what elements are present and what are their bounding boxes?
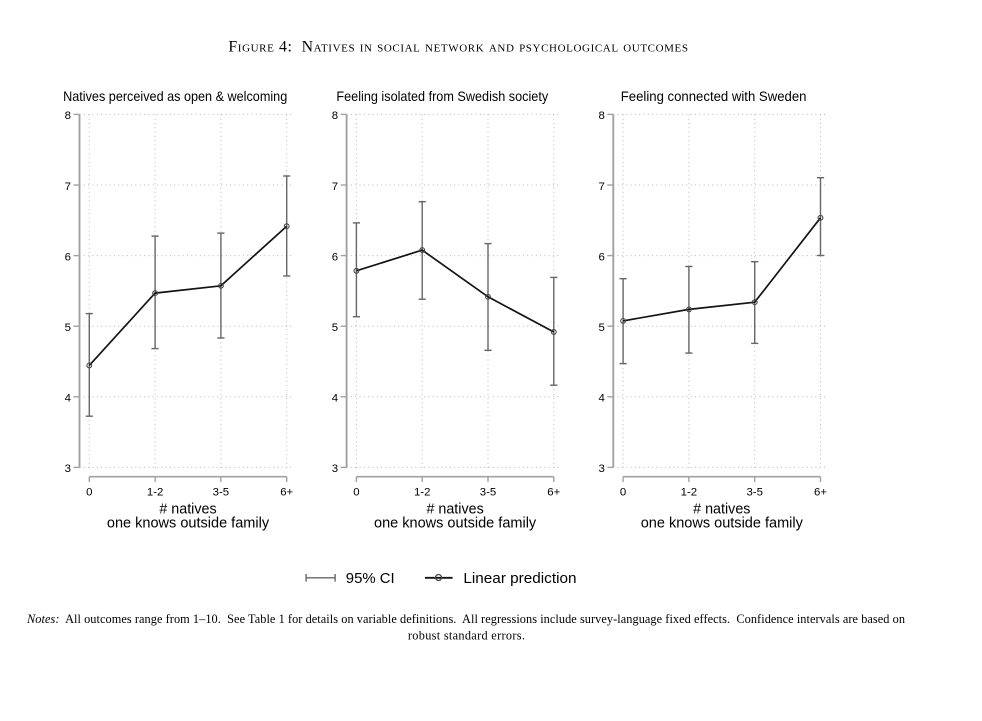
svg-text:6+: 6+ — [280, 486, 293, 498]
svg-text:5: 5 — [332, 322, 338, 334]
svg-text:0: 0 — [353, 486, 359, 498]
svg-text:1-2: 1-2 — [147, 486, 163, 498]
svg-text:robust standard errors.: robust standard errors. — [408, 629, 525, 643]
svg-text:Natives perceived as open & we: Natives perceived as open & welcoming — [63, 88, 287, 104]
svg-text:1-2: 1-2 — [414, 486, 430, 498]
svg-text:8: 8 — [598, 110, 604, 122]
svg-text:3-5: 3-5 — [480, 486, 496, 498]
svg-text:4: 4 — [598, 393, 604, 405]
svg-text:Feeling connected with Sweden: Feeling connected with Sweden — [621, 88, 807, 104]
svg-text:Feeling isolated from Swedish: Feeling isolated from Swedish society — [336, 88, 548, 104]
svg-text:3-5: 3-5 — [746, 486, 762, 498]
svg-text:6+: 6+ — [547, 486, 560, 498]
svg-text:3-5: 3-5 — [213, 486, 229, 498]
svg-text:one knows outside family: one knows outside family — [374, 514, 537, 531]
svg-text:3: 3 — [332, 463, 338, 475]
svg-text:# natives: # natives — [426, 500, 483, 517]
svg-text:4: 4 — [332, 393, 338, 405]
svg-text:# natives: # natives — [159, 500, 216, 517]
svg-text:5: 5 — [598, 322, 604, 334]
svg-text:6: 6 — [598, 251, 604, 263]
svg-text:95% CI: 95% CI — [346, 570, 395, 587]
svg-text:one knows outside family: one knows outside family — [641, 514, 804, 531]
svg-text:4: 4 — [65, 393, 71, 405]
svg-text:7: 7 — [65, 181, 71, 193]
svg-text:# natives: # natives — [693, 500, 750, 517]
svg-text:8: 8 — [332, 110, 338, 122]
svg-text:6: 6 — [65, 251, 71, 263]
svg-text:6: 6 — [332, 251, 338, 263]
svg-text:3: 3 — [65, 463, 71, 475]
svg-text:one knows outside family: one knows outside family — [107, 514, 270, 531]
svg-text:0: 0 — [620, 486, 626, 498]
svg-text:Notes: All outcomes range fro: Notes: All outcomes range from 1–10. See… — [26, 612, 905, 626]
svg-text:8: 8 — [65, 110, 71, 122]
svg-text:Linear prediction: Linear prediction — [463, 570, 576, 587]
svg-text:7: 7 — [598, 181, 604, 193]
svg-text:6+: 6+ — [814, 486, 827, 498]
svg-text:Figure 4: Natives in social n: Figure 4: Natives in social network and … — [228, 38, 688, 55]
svg-text:3: 3 — [598, 463, 604, 475]
svg-text:7: 7 — [332, 181, 338, 193]
svg-text:1-2: 1-2 — [681, 486, 697, 498]
svg-text:5: 5 — [65, 322, 71, 334]
svg-text:0: 0 — [86, 486, 92, 498]
